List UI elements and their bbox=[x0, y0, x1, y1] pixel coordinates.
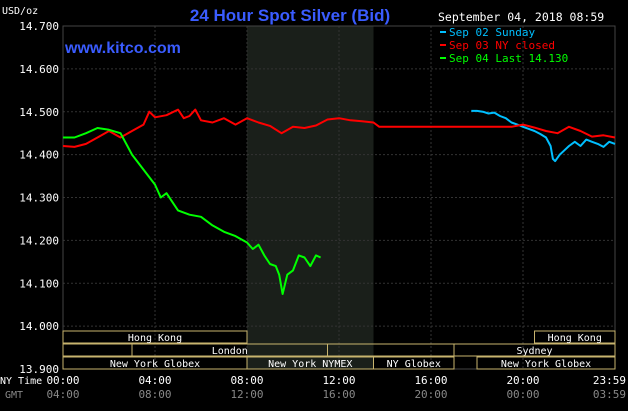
gmt-tick-label: 12:00 bbox=[230, 388, 263, 401]
x-axis: NY TimeGMT00:0004:0004:0008:0008:0012:00… bbox=[0, 374, 626, 401]
legend-entry: Sep 03 NY closed bbox=[449, 39, 555, 52]
x-tick-label: 12:00 bbox=[322, 374, 355, 387]
session-label: New York NYMEX bbox=[268, 359, 352, 370]
session-label: New York Globex bbox=[501, 359, 591, 370]
session-label: Hong Kong bbox=[128, 333, 182, 344]
y-tick-label: 14.100 bbox=[19, 277, 59, 290]
series-line bbox=[471, 109, 616, 163]
x-tick-label: 20:00 bbox=[506, 374, 539, 387]
gmt-tick-label: 08:00 bbox=[138, 388, 171, 401]
y-axis-unit-label: USD/oz bbox=[2, 6, 38, 17]
watermark: www.kitco.com bbox=[64, 40, 181, 57]
price-series bbox=[62, 108, 616, 295]
nymex-session-shade bbox=[247, 26, 374, 369]
session-label: Sydney bbox=[516, 346, 552, 357]
chart-title: 24 Hour Spot Silver (Bid) bbox=[190, 6, 390, 25]
series-line bbox=[62, 108, 616, 148]
session-bar bbox=[476, 356, 616, 370]
y-tick-label: 14.700 bbox=[19, 20, 59, 33]
y-tick-label: 14.400 bbox=[19, 149, 59, 162]
x-tick-label: 00:00 bbox=[46, 374, 79, 387]
series-line bbox=[63, 127, 322, 295]
y-tick-label: 14.600 bbox=[19, 63, 59, 76]
session-label: Hong Kong bbox=[548, 333, 602, 344]
session-label: NY Globex bbox=[387, 359, 441, 370]
session-label: New York Globex bbox=[110, 359, 200, 370]
gmt-tick-label: 03:59 bbox=[593, 388, 626, 401]
x-tick-label: 23:59 bbox=[593, 374, 626, 387]
legend-entry: Sep 04 Last 14.130 bbox=[449, 52, 568, 65]
y-tick-label: 14.300 bbox=[19, 192, 59, 205]
gmt-tick-label: 04:00 bbox=[46, 388, 79, 401]
y-tick-label: 14.200 bbox=[19, 234, 59, 247]
y-tick-label: 14.000 bbox=[19, 320, 59, 333]
session-bar bbox=[534, 330, 616, 344]
session-label: London bbox=[212, 346, 248, 357]
legend-entry: Sep 02 Sunday bbox=[449, 26, 535, 39]
y-tick-label: 13.900 bbox=[19, 363, 59, 376]
x-tick-label: 04:00 bbox=[138, 374, 171, 387]
y-tick-label: 14.500 bbox=[19, 106, 59, 119]
y-axis: 14.700 14.600 14.500 14.400 14.300 14.200 14.1… bbox=[19, 20, 59, 376]
session-bar bbox=[62, 343, 616, 357]
gmt-row-label: GMT bbox=[5, 390, 23, 401]
x-row-label: NY Time bbox=[0, 376, 42, 387]
timestamp: September 04, 2018 08:59 bbox=[438, 10, 604, 24]
session-bar bbox=[373, 356, 455, 370]
session-bar bbox=[62, 330, 248, 344]
x-tick-label: 08:00 bbox=[230, 374, 263, 387]
gmt-tick-label: 20:00 bbox=[414, 388, 447, 401]
x-tick-label: 16:00 bbox=[414, 374, 447, 387]
gmt-tick-label: 00:00 bbox=[506, 388, 539, 401]
market-sessions: Hong Kong Hong Kong London Sydney New York G… bbox=[62, 330, 616, 370]
gmt-tick-label: 16:00 bbox=[322, 388, 355, 401]
